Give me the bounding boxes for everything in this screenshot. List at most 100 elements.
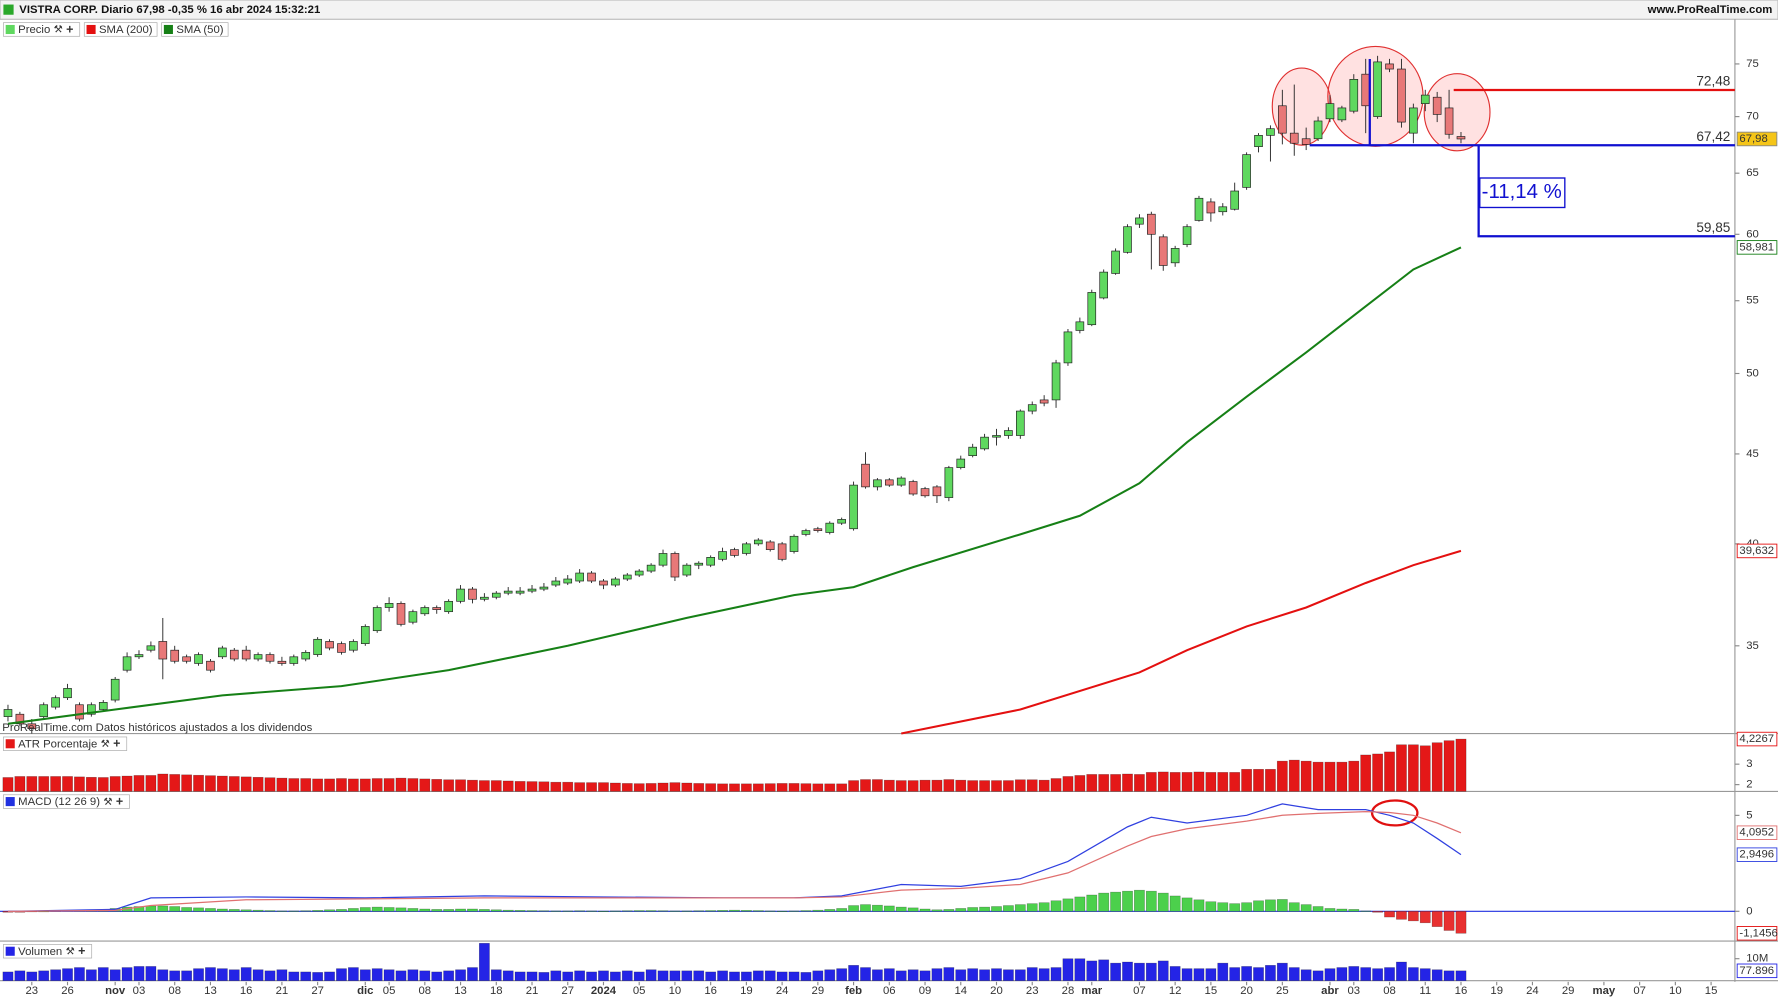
panel: 35404550556065707572,4867,4259,8567,9858… xyxy=(0,22,1778,735)
bar xyxy=(181,774,193,792)
bar xyxy=(586,971,597,982)
candle-body xyxy=(503,590,513,594)
bar xyxy=(729,909,740,912)
candle-body xyxy=(1444,107,1454,135)
candle-body xyxy=(1325,103,1335,120)
panel: 0 5 4,0952 2,9496 -1,1456 MACD (12 26 9) ⚒ + xyxy=(0,794,1778,942)
legend-box[interactable] xyxy=(3,794,130,809)
panel-title: Volumen xyxy=(18,946,62,958)
bar xyxy=(26,971,38,982)
legend-box[interactable] xyxy=(161,22,229,37)
bar xyxy=(991,906,1002,912)
candle-body xyxy=(1147,213,1156,235)
legend-tool: ⚒ xyxy=(66,947,75,958)
legend-swatch xyxy=(5,797,15,807)
legend-box[interactable] xyxy=(83,22,158,37)
bar xyxy=(609,782,621,792)
x-tick-label: nov xyxy=(105,985,126,997)
candle-body xyxy=(1289,132,1299,144)
bar xyxy=(1455,911,1467,934)
bar xyxy=(824,783,836,792)
bar xyxy=(502,909,514,912)
bar xyxy=(1157,771,1169,792)
bar xyxy=(145,905,157,912)
candle-body xyxy=(563,578,573,584)
legend-box[interactable] xyxy=(3,736,128,751)
level-label: 59,85 xyxy=(1696,220,1730,235)
bar xyxy=(395,777,407,792)
bar xyxy=(1181,968,1193,982)
bar xyxy=(288,778,300,792)
value-box xyxy=(1736,926,1778,941)
bar xyxy=(514,971,526,982)
bar xyxy=(907,907,919,912)
bar xyxy=(371,778,383,792)
level-label: 67,42 xyxy=(1696,129,1730,144)
candle-body xyxy=(194,654,203,664)
candle-body xyxy=(1004,430,1013,436)
candle-body xyxy=(301,652,311,660)
x-tick-label: 2024 xyxy=(591,985,617,997)
bar xyxy=(669,910,681,912)
candle-body xyxy=(1063,331,1073,364)
bar xyxy=(1217,962,1229,982)
y-tick-label: 75 xyxy=(1746,58,1759,70)
bar xyxy=(193,968,204,982)
legend-box[interactable] xyxy=(3,22,81,37)
candle-body xyxy=(229,649,239,660)
y-tick-label: 65 xyxy=(1746,167,1759,179)
bar xyxy=(359,778,371,792)
bar xyxy=(133,775,145,792)
bar xyxy=(1431,969,1443,982)
bar xyxy=(1360,754,1372,792)
bar xyxy=(276,910,288,912)
bar xyxy=(97,777,109,792)
x-tick-label: 23 xyxy=(1026,985,1039,997)
bar xyxy=(145,775,157,792)
header-site[interactable]: www.ProRealTime.com xyxy=(1647,4,1773,16)
bar xyxy=(1241,902,1252,912)
bar xyxy=(574,910,586,912)
bar xyxy=(240,909,252,912)
candle-body xyxy=(825,522,835,533)
bar xyxy=(1086,774,1098,792)
y-tick-label: 2 xyxy=(1746,779,1752,791)
bar xyxy=(109,776,121,792)
bar xyxy=(478,909,490,912)
candle-body xyxy=(3,709,13,717)
candle-body xyxy=(1111,250,1120,274)
bar xyxy=(1300,760,1312,792)
candle-body xyxy=(1349,79,1359,112)
bar xyxy=(1229,903,1241,912)
bar xyxy=(300,778,312,792)
legend-box[interactable] xyxy=(3,944,93,959)
highlight-circle xyxy=(1423,73,1491,152)
x-tick-label: 15 xyxy=(1205,985,1218,997)
legend-tool: ⚒ xyxy=(54,25,63,36)
bar xyxy=(788,910,800,912)
x-tick-label: 10 xyxy=(669,985,682,997)
candle-body xyxy=(408,611,418,623)
bar xyxy=(776,971,788,982)
bar xyxy=(359,907,371,912)
bar xyxy=(1098,892,1110,912)
bar xyxy=(848,905,859,912)
bar xyxy=(907,780,919,792)
bar xyxy=(705,971,717,982)
y-tick-label: 35 xyxy=(1746,640,1759,652)
bar xyxy=(645,783,657,792)
value-box-label: 2,9496 xyxy=(1739,849,1774,861)
bar xyxy=(705,783,717,792)
candle-body xyxy=(170,649,180,662)
legend-tool: + xyxy=(78,944,85,958)
bar xyxy=(1360,910,1372,912)
y-tick-label: 5 xyxy=(1746,809,1752,821)
candle-body xyxy=(98,702,108,710)
x-tick-label: 23 xyxy=(25,985,38,997)
bar xyxy=(1181,772,1193,792)
value-box-label: 39,632 xyxy=(1739,545,1774,557)
bar xyxy=(74,967,85,982)
bar xyxy=(598,910,609,912)
